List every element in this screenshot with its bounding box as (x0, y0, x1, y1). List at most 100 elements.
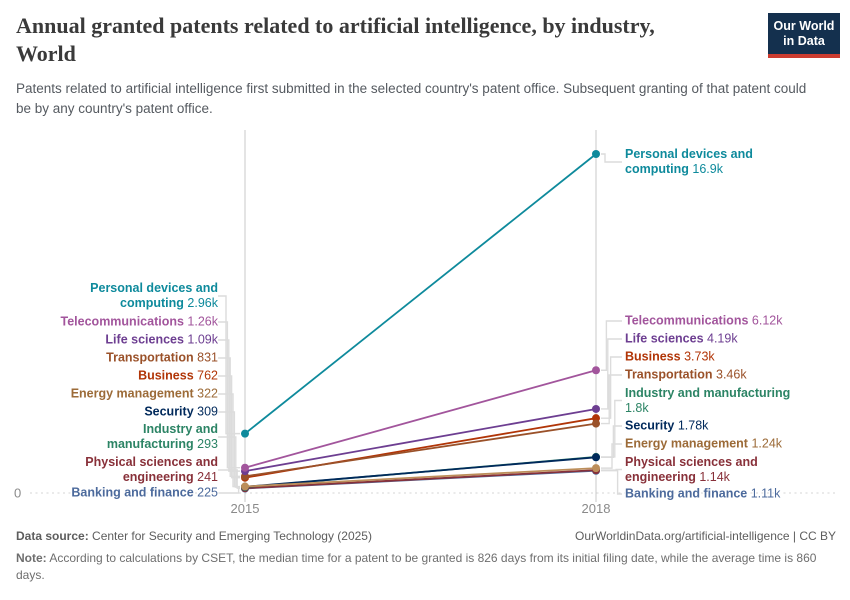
data-point-end[interactable] (592, 366, 600, 375)
series-line[interactable] (244, 456, 597, 488)
leader-line-left (218, 469, 240, 489)
series-line[interactable] (244, 408, 597, 473)
series-name: Business (138, 368, 194, 383)
series-value: 2.96k (183, 296, 218, 310)
x-tick-2018: 2018 (581, 501, 611, 516)
series-label-left[interactable]: Physical sciences and engineering 241 (55, 455, 218, 485)
page-title: Annual granted patents related to artifi… (16, 13, 655, 66)
series-label-left[interactable]: Industry and manufacturing 293 (55, 422, 218, 452)
data-point-end[interactable] (592, 419, 600, 428)
data-source-label: Data source: (16, 529, 89, 543)
chart-header: Annual granted patents related to artifi… (16, 12, 840, 120)
series-label-right[interactable]: Physical sciences and engineering 1.14k (625, 455, 805, 485)
data-point-end[interactable] (592, 453, 600, 462)
leader-line-right (601, 374, 622, 425)
series-line[interactable] (244, 369, 597, 469)
series-line[interactable] (244, 153, 597, 435)
series-line[interactable] (244, 422, 597, 478)
series-name: Life sciences (625, 331, 704, 346)
series-name: Telecommunications (625, 313, 749, 328)
series-name: Personal devices and computing (625, 147, 753, 176)
series-line[interactable] (244, 467, 597, 488)
citation-link[interactable]: OurWorldinData.org/artificial-intelligen… (575, 529, 836, 543)
leader-line-right (601, 356, 622, 419)
series-label-right[interactable]: Energy management 1.24k (625, 437, 782, 452)
owid-logo[interactable]: Our World in Data (768, 13, 840, 58)
series-name: Industry and manufacturing (625, 385, 791, 400)
series-value: 1.24k (747, 436, 783, 451)
leader-line-right (601, 338, 622, 410)
series-value: 1.78k (674, 418, 709, 433)
series-label-left[interactable]: Banking and finance 225 (71, 486, 218, 501)
series-name: Physical sciences and engineering (85, 455, 218, 484)
series-name: Industry and manufacturing (106, 422, 218, 451)
series-label-right[interactable]: Business 3.73k (625, 350, 715, 365)
series-label-left[interactable]: Life sciences 1.09k (105, 333, 218, 348)
series-value: 1.09k (183, 332, 218, 347)
series-label-left[interactable]: Telecommunications 1.26k (61, 315, 218, 330)
leader-line-left (218, 339, 240, 472)
data-point-end[interactable] (592, 464, 600, 473)
series-name: Energy management (625, 436, 748, 451)
series-name: Physical sciences and engineering (625, 454, 758, 484)
leader-line-right (601, 443, 622, 469)
owid-logo-line1: Our World (773, 19, 835, 33)
chart-note: Note: According to calculations by CSET,… (16, 550, 826, 584)
series-value: 1.11k (747, 486, 781, 501)
owid-logo-line2: in Data (783, 33, 825, 48)
leader-line-right (601, 320, 622, 371)
data-source-value: Center for Security and Emerging Technol… (92, 529, 372, 543)
series-label-left[interactable]: Business 762 (138, 369, 218, 384)
series-line[interactable] (244, 469, 597, 490)
series-name: Security (625, 418, 675, 433)
series-value: 831 (193, 350, 218, 365)
series-value: 225 (193, 485, 218, 500)
series-label-left[interactable]: Energy management 322 (71, 387, 218, 402)
series-label-right[interactable]: Industry and manufacturing 1.8k (625, 386, 805, 416)
series-value: 1.8k (625, 400, 649, 415)
series-name: Life sciences (105, 332, 184, 347)
series-value: 309 (193, 404, 218, 419)
series-value: 1.26k (183, 314, 218, 329)
series-label-right[interactable]: Transportation 3.46k (625, 368, 747, 383)
leader-line-right (601, 153, 622, 163)
leader-line-right (601, 399, 622, 458)
series-value: 3.73k (680, 349, 715, 364)
data-point-start[interactable] (241, 463, 249, 472)
series-label-left[interactable]: Transportation 831 (106, 351, 218, 366)
data-point-end[interactable] (592, 404, 600, 413)
series-label-left[interactable]: Personal devices and computing 2.96k (55, 281, 218, 311)
series-value: 762 (193, 368, 218, 383)
data-point-start[interactable] (241, 482, 249, 491)
data-source: Data source: Center for Security and Eme… (16, 529, 372, 543)
series-value: 4.19k (703, 331, 738, 346)
series-value: 16.9k (688, 162, 723, 176)
x-tick-2015: 2015 (230, 501, 260, 516)
chart-footer: Data source: Center for Security and Eme… (16, 529, 836, 584)
data-point-start[interactable] (241, 429, 249, 438)
series-name: Transportation (625, 367, 713, 382)
series-value: 1.14k (695, 469, 730, 484)
series-label-right[interactable]: Telecommunications 6.12k (625, 314, 782, 329)
series-label-right[interactable]: Security 1.78k (625, 419, 708, 434)
series-name: Telecommunications (60, 314, 184, 329)
leader-line-left (218, 487, 240, 494)
series-label-left[interactable]: Security 309 (144, 405, 218, 420)
series-value: 322 (193, 386, 218, 401)
note-value: According to calculations by CSET, the m… (16, 551, 817, 582)
series-value: 3.46k (712, 367, 747, 382)
series-name: Security (144, 404, 194, 419)
series-name: Personal devices and computing (90, 281, 218, 310)
series-label-right[interactable]: Personal devices and computing 16.9k (625, 147, 805, 177)
series-label-right[interactable]: Life sciences 4.19k (625, 332, 738, 347)
leader-line-right (601, 470, 622, 495)
series-name: Banking and finance (71, 485, 194, 500)
data-point-end[interactable] (592, 150, 600, 158)
series-label-right[interactable]: Banking and finance 1.11k (625, 487, 780, 502)
chart-subtitle: Patents related to artificial intelligen… (16, 81, 807, 117)
series-value: 293 (193, 437, 218, 451)
series-name: Banking and finance (625, 486, 748, 501)
note-label: Note: (16, 551, 47, 565)
